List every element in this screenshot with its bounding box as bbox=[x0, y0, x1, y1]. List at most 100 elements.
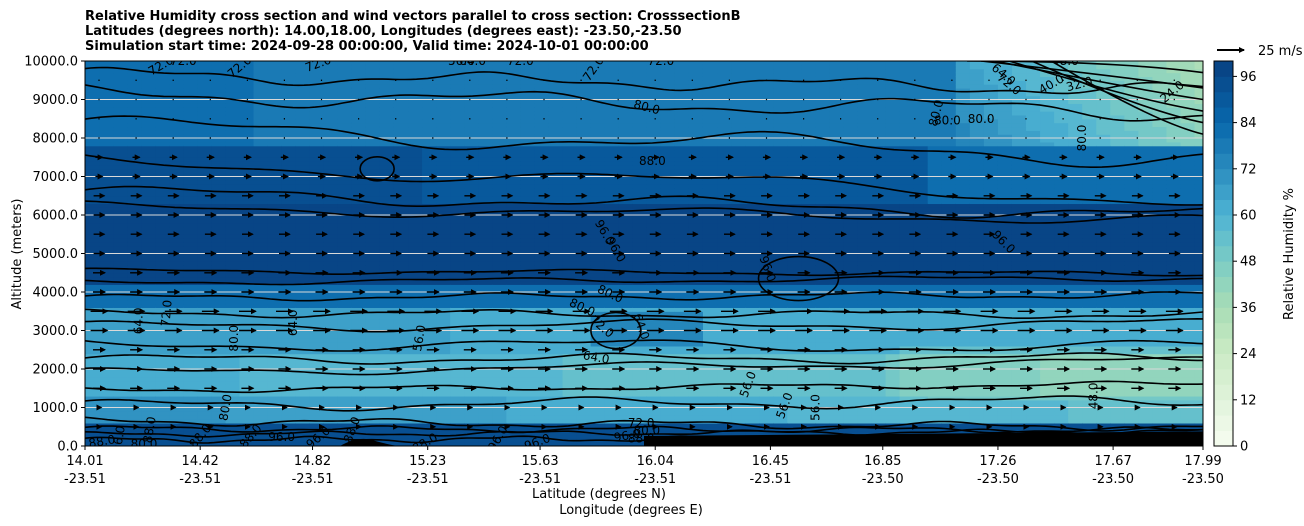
field-cell bbox=[646, 145, 662, 151]
field-cell bbox=[773, 218, 788, 224]
field-cell bbox=[604, 107, 620, 112]
field-cell bbox=[295, 365, 311, 370]
field-cell bbox=[99, 241, 114, 247]
field-cell bbox=[183, 415, 198, 420]
field-cell bbox=[155, 318, 170, 324]
field-cell bbox=[548, 76, 564, 81]
field-cell bbox=[85, 434, 100, 439]
field-cell bbox=[141, 76, 156, 81]
field-cell bbox=[660, 118, 676, 124]
field-cell bbox=[393, 180, 409, 185]
field-cell bbox=[155, 376, 170, 382]
field-cell bbox=[618, 318, 634, 324]
field-cell bbox=[604, 234, 620, 239]
field-cell bbox=[759, 149, 774, 154]
field-cell bbox=[169, 399, 184, 405]
field-cell bbox=[773, 307, 788, 312]
field-cell bbox=[281, 107, 297, 112]
field-cell bbox=[534, 103, 550, 108]
field-cell bbox=[534, 438, 550, 443]
field-cell bbox=[702, 203, 718, 208]
field-cell bbox=[450, 207, 465, 212]
field-cell bbox=[548, 195, 564, 201]
field-cell bbox=[745, 338, 760, 343]
field-cell bbox=[745, 241, 760, 247]
field-cell bbox=[717, 84, 732, 89]
field-cell bbox=[520, 265, 536, 270]
field-cell bbox=[127, 172, 142, 178]
field-cell bbox=[745, 72, 760, 77]
field-cell bbox=[604, 91, 620, 97]
field-cell bbox=[337, 222, 353, 228]
field-cell bbox=[225, 153, 241, 158]
field-cell bbox=[660, 149, 676, 154]
field-cell bbox=[267, 134, 283, 139]
field-cell bbox=[183, 295, 198, 301]
field-cell bbox=[323, 157, 339, 162]
field-cell bbox=[365, 222, 381, 228]
field-cell bbox=[674, 114, 690, 120]
field-cell bbox=[351, 180, 367, 185]
field-cell bbox=[393, 218, 409, 224]
field-cell bbox=[295, 199, 311, 205]
field-cell bbox=[309, 399, 325, 405]
field-cell bbox=[731, 315, 746, 320]
field-cell bbox=[506, 265, 522, 270]
field-cell bbox=[660, 303, 676, 308]
field-cell bbox=[85, 149, 100, 154]
field-cell bbox=[548, 307, 564, 312]
field-cell bbox=[548, 257, 564, 262]
field-cell bbox=[660, 218, 676, 224]
field-cell bbox=[169, 76, 184, 81]
field-cell bbox=[450, 261, 465, 266]
field-cell bbox=[660, 176, 676, 181]
field-cell bbox=[773, 168, 788, 174]
field-cell bbox=[562, 218, 578, 224]
field-cell bbox=[422, 438, 437, 443]
field-cell bbox=[337, 326, 353, 332]
field-cell bbox=[113, 164, 128, 170]
field-cell bbox=[393, 64, 409, 70]
field-cell bbox=[183, 176, 198, 181]
field-cell bbox=[225, 226, 241, 231]
field-cell bbox=[604, 399, 620, 405]
field-cell bbox=[520, 334, 536, 339]
field-cell bbox=[99, 118, 114, 124]
field-cell bbox=[562, 253, 578, 258]
field-cell bbox=[548, 419, 564, 424]
field-cell bbox=[520, 395, 536, 401]
field-cell bbox=[759, 188, 774, 193]
field-cell bbox=[422, 91, 437, 97]
field-cell bbox=[379, 338, 395, 343]
field-cell bbox=[450, 230, 465, 235]
field-cell bbox=[660, 76, 676, 81]
field-cell bbox=[674, 234, 690, 239]
field-cell bbox=[239, 199, 255, 205]
field-cell bbox=[464, 161, 479, 166]
field-cell bbox=[660, 388, 676, 393]
field-cell bbox=[351, 388, 367, 393]
field-cell bbox=[113, 276, 128, 282]
field-cell bbox=[85, 80, 100, 85]
field-cell bbox=[253, 349, 269, 355]
field-cell bbox=[197, 218, 213, 224]
field-cell bbox=[773, 353, 788, 359]
field-cell bbox=[197, 318, 213, 324]
field-cell bbox=[365, 268, 381, 274]
field-cell bbox=[253, 276, 269, 282]
field-cell bbox=[393, 103, 409, 108]
field-cell bbox=[576, 188, 592, 193]
field-cell bbox=[127, 411, 142, 416]
field-cell bbox=[632, 395, 648, 401]
field-cell bbox=[323, 395, 339, 401]
field-cell bbox=[127, 164, 142, 170]
field-cell bbox=[408, 322, 423, 328]
field-cell bbox=[450, 176, 465, 181]
field-cell bbox=[688, 218, 704, 224]
field-cell bbox=[337, 315, 353, 320]
field-cell bbox=[393, 376, 409, 382]
field-cell bbox=[506, 141, 522, 147]
field-cell bbox=[548, 80, 564, 85]
field-cell bbox=[576, 315, 592, 320]
field-cell bbox=[253, 280, 269, 285]
